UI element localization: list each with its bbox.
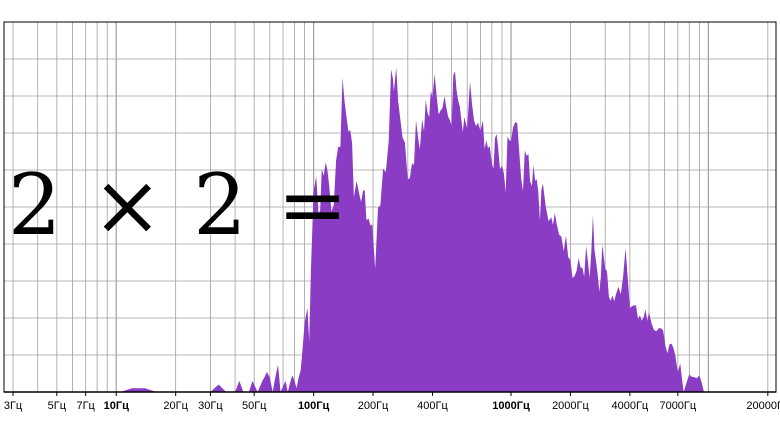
spectrum-series-area <box>120 67 709 392</box>
x-tick-label-2: 7Гц <box>76 400 95 412</box>
x-tick-label-1: 5Гц <box>48 400 67 412</box>
x-tick-label-5: 30Гц <box>198 400 223 412</box>
x-tick-label-7: 100Гц <box>298 400 330 412</box>
x-tick-label-14: 20000Гц <box>746 400 780 412</box>
x-tick-label-10: 1000Гц <box>492 400 530 412</box>
equation-overlay-text: 2 × 2 = <box>8 156 350 254</box>
x-tick-label-11: 2000Гц <box>552 400 589 412</box>
x-tick-labels: 3Гц 5Гц 7Гц 10Гц 20Гц 30Гц 50Гц 100Гц 200Гц 400Гц… <box>4 392 780 412</box>
x-tick-label-3: 10Гц <box>104 400 129 412</box>
x-tick-label-9: 400Гц <box>417 400 448 412</box>
spectrum-area <box>120 67 709 392</box>
plot-frame <box>3 21 777 393</box>
x-tick-label-13: 7000Гц <box>659 400 696 412</box>
x-tick-label-4: 20Гц <box>163 400 188 412</box>
x-tick-label-6: 50Гц <box>242 400 267 412</box>
x-tick-label-8: 200Гц <box>358 400 389 412</box>
x-tick-label-12: 4000Гц <box>611 400 648 412</box>
x-tick-label-0: 3Гц <box>4 400 23 412</box>
